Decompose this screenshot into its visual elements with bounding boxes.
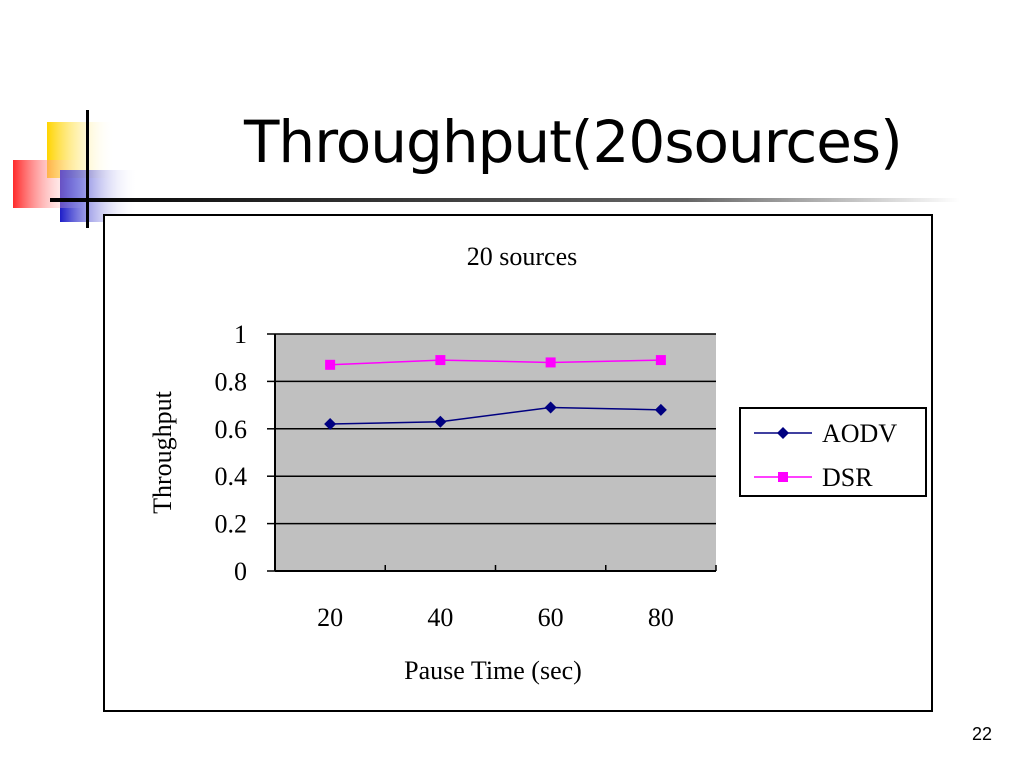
page-number: 22 [971, 724, 992, 744]
x-tick-label: 80 [648, 603, 674, 632]
data-point-dsr [545, 357, 556, 368]
series-line-aodv [330, 406, 661, 425]
deco-red-square [13, 160, 83, 208]
plot-area [275, 334, 716, 571]
chart-title: 20 sources [467, 242, 577, 271]
chart-frame: 20 sources 0 0.2 0.4 0.6 0.8 1 20 40 60 80 Pause Ti… [103, 214, 933, 712]
data-point-dsr [435, 355, 446, 366]
data-point-aodv [654, 403, 667, 416]
y-tick-label: 0.4 [215, 462, 248, 491]
legend-label-aodv: AODV [822, 419, 897, 448]
legend-marker-dsr [778, 472, 788, 482]
y-tick-label: 1 [234, 320, 247, 349]
slide-title: Throughput(20sources) [244, 108, 903, 176]
data-point-dsr [655, 355, 666, 366]
data-point-aodv [544, 401, 557, 414]
deco-vertical-line [86, 110, 89, 228]
series-line-dsr [330, 359, 661, 366]
slide-decoration [13, 110, 138, 228]
y-axis-label: Throughput [148, 390, 177, 514]
data-point-aodv [434, 415, 447, 428]
chart-canvas: 20 sources 0 0.2 0.4 0.6 0.8 1 20 40 60 80 Pause Ti… [148, 242, 927, 685]
x-tick-label: 40 [427, 603, 453, 632]
legend-marker-aodv [777, 427, 789, 439]
y-tick-label: 0.6 [215, 415, 248, 444]
legend-box [739, 407, 927, 497]
x-axis-label: Pause Time (sec) [404, 656, 582, 685]
y-tick-label: 0.2 [215, 510, 248, 539]
data-point-dsr [325, 359, 336, 370]
x-tick-label: 20 [317, 603, 343, 632]
x-tick-label: 60 [538, 603, 564, 632]
y-tick-label: 0 [234, 557, 247, 586]
y-tick-label: 0.8 [215, 367, 248, 396]
data-point-aodv [324, 418, 337, 431]
legend-label-dsr: DSR [822, 463, 873, 492]
